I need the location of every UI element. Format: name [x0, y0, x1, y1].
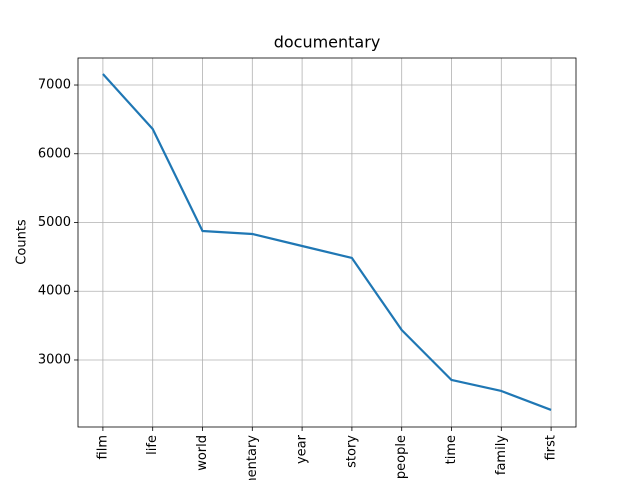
chart-title: documentary: [274, 33, 381, 52]
x-tick-label: time: [444, 435, 459, 464]
x-tick-label: life: [145, 435, 160, 455]
y-axis-label: Counts: [15, 219, 30, 265]
y-tick-label: 5000: [38, 215, 71, 230]
x-tick-label: film: [95, 435, 110, 459]
x-tick-label: first: [544, 435, 559, 460]
y-tick-label: 6000: [38, 146, 71, 161]
x-tick-label: world: [195, 435, 210, 471]
x-tick-label: year: [295, 434, 310, 464]
x-tick-label: family: [494, 435, 509, 475]
x-tick-label: people: [394, 435, 409, 479]
plot-frame: [77, 57, 577, 428]
y-tick-label: 3000: [38, 352, 71, 367]
x-tick-label: story: [344, 435, 359, 468]
y-tick-label: 7000: [38, 78, 71, 93]
data-line: [102, 73, 552, 411]
x-tick-label: documentary: [245, 435, 260, 480]
y-tick-label: 4000: [38, 284, 71, 299]
